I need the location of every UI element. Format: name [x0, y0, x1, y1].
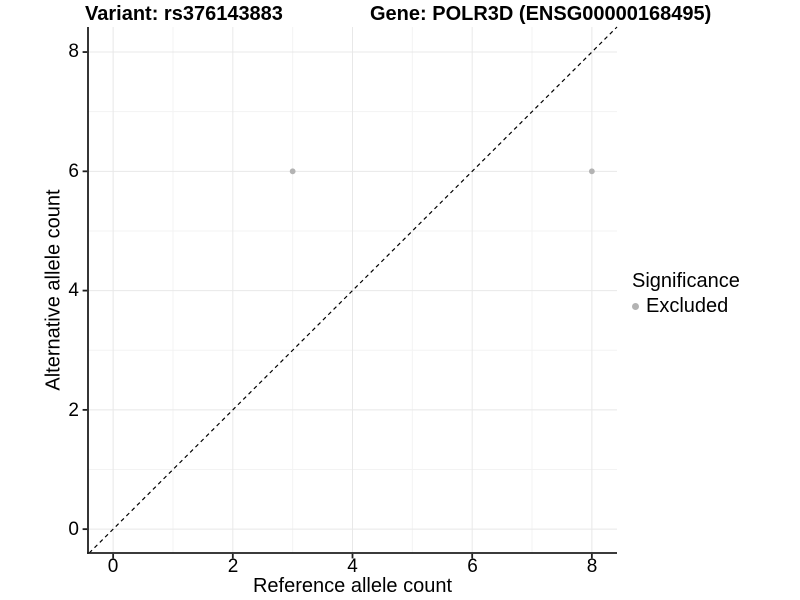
grid-major-lines: [88, 27, 617, 553]
y-tick-label-8: 8: [68, 41, 79, 62]
legend-item-excluded: Excluded: [632, 295, 740, 318]
data-point: [289, 168, 296, 175]
y-tick-label-6: 6: [68, 160, 79, 182]
legend-item-label: Excluded: [646, 295, 729, 317]
legend: Significance Excluded: [632, 269, 740, 318]
identity-dashed-line-group: [88, 26, 618, 554]
y-tick-label-2: 2: [68, 399, 79, 421]
x-tick-label-8: 8: [586, 556, 598, 577]
identity-dashed-line: [88, 26, 618, 554]
legend-title: Significance: [632, 270, 740, 292]
y-tick-label-4: 4: [68, 280, 79, 301]
y-tick-label-0: 0: [68, 519, 79, 540]
x-tick-label-4: 4: [347, 556, 358, 577]
y-axis-title: Alternative allele count: [42, 189, 65, 391]
plot-title-variant: Variant: rs376143883: [85, 3, 283, 25]
data-points-group: [289, 168, 595, 175]
x-tick-label-0: 0: [107, 556, 119, 577]
plot-title-gene: Gene: POLR3D (ENSG00000168495): [370, 3, 712, 25]
axis-lines-group: [82, 27, 617, 559]
data-point: [588, 168, 595, 175]
legend-point-icon: [632, 303, 639, 310]
x-tick-label-6: 6: [467, 556, 478, 577]
x-tick-label-2: 2: [227, 556, 239, 577]
x-axis-title: Reference allele count: [252, 575, 452, 597]
